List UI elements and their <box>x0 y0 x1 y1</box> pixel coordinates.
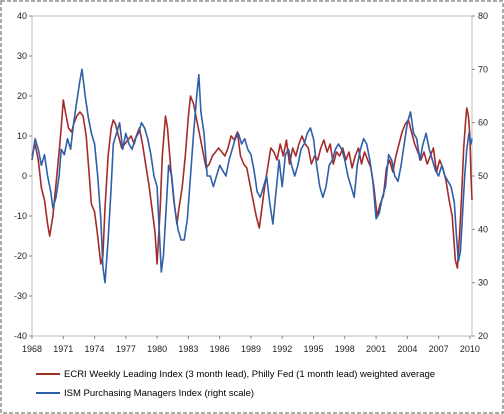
y-left-tick-label: 0 <box>22 171 27 181</box>
y-right-tick-label: 20 <box>478 331 488 341</box>
x-tick-label: 2001 <box>366 344 386 354</box>
series-line-ism-pmi <box>31 68 473 284</box>
y-left-tick-label: 10 <box>17 131 27 141</box>
x-tick-label: 1992 <box>272 344 292 354</box>
x-tick-label: 1980 <box>147 344 167 354</box>
y-left-tick-label: -40 <box>14 331 27 341</box>
y-right-tick-label: 80 <box>478 11 488 21</box>
y-right-tick-label: 50 <box>478 171 488 181</box>
x-tick-label: 1974 <box>85 344 105 354</box>
y-left-tick-label: 20 <box>17 91 27 101</box>
x-tick-label: 1971 <box>53 344 73 354</box>
x-tick-label: 1968 <box>22 344 42 354</box>
y-right-tick-label: 60 <box>478 118 488 128</box>
y-right-tick-label: 30 <box>478 278 488 288</box>
x-tick-label: 1983 <box>178 344 198 354</box>
legend-label-ecri-philly-fed: ECRI Weekly Leading Index (3 month lead)… <box>64 369 435 380</box>
x-tick-label: 2004 <box>397 344 417 354</box>
y-right-tick-label: 40 <box>478 224 488 234</box>
x-tick-label: 2007 <box>429 344 449 354</box>
x-tick-label: 1989 <box>241 344 261 354</box>
y-left-tick-label: 30 <box>17 51 27 61</box>
x-tick-label: 1998 <box>335 344 355 354</box>
y-left-tick-label: -20 <box>14 251 27 261</box>
x-tick-label: 1986 <box>210 344 230 354</box>
y-left-tick-label: 40 <box>17 11 27 21</box>
y-left-tick-label: -10 <box>14 211 27 221</box>
x-tick-label: 1977 <box>116 344 136 354</box>
y-right-tick-label: 70 <box>478 64 488 74</box>
x-tick-label: 2010 <box>460 344 480 354</box>
legend-label-ism-pmi: ISM Purchasing Managers Index (right sca… <box>64 388 254 399</box>
y-left-tick-label: -30 <box>14 291 27 301</box>
x-tick-label: 1995 <box>304 344 324 354</box>
